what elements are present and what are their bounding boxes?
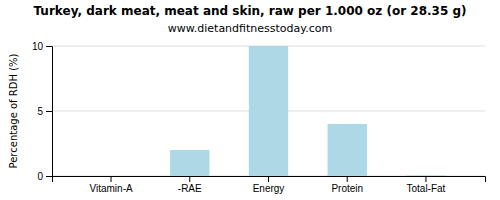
x-tick-mark <box>189 176 190 182</box>
x-tick-mark <box>347 176 348 182</box>
x-tick-mark <box>111 176 112 182</box>
bar <box>406 175 445 176</box>
bars <box>170 46 446 176</box>
x-tick: Vitamin-A <box>89 176 132 194</box>
x-tick-label: Energy <box>253 183 285 194</box>
x-axis-line <box>53 177 486 183</box>
y-tick-label: 10 <box>32 41 44 52</box>
x-tick-label: Protein <box>331 183 363 194</box>
x-tick: Total-Fat <box>407 176 446 194</box>
x-tick-label: Vitamin-A <box>89 183 132 194</box>
x-tick: Energy <box>253 176 285 194</box>
bar <box>328 124 367 176</box>
y-axis-line <box>46 47 53 177</box>
x-axis: Vitamin-A -RAE Energy Protein Total-Fat <box>53 176 486 194</box>
y-tick-mark <box>46 111 52 112</box>
grid <box>52 46 485 176</box>
bar <box>170 150 209 176</box>
bar <box>91 176 130 177</box>
x-tick-mark <box>268 176 269 182</box>
y-axis-title: Percentage of RDH (%) <box>8 53 19 168</box>
subtitle: www.dietandfitnesstoday.com <box>168 22 332 35</box>
y-tick: 10 <box>32 41 52 52</box>
title: Turkey, dark meat, meat and skin, raw pe… <box>34 4 467 18</box>
x-tick-label: -RAE <box>178 183 202 194</box>
x-tick: -RAE <box>178 176 202 194</box>
y-tick-mark <box>46 46 52 47</box>
y-tick: 0 <box>37 171 52 182</box>
plot: Vitamin-A -RAE Energy Protein Total-Fat 0 5 10 <box>32 41 486 194</box>
x-tick: Protein <box>331 176 363 194</box>
y-axis: 0 5 10 <box>32 41 53 182</box>
y-tick-label: 5 <box>37 106 43 117</box>
x-tick-label: Total-Fat <box>407 183 446 194</box>
y-tick-label: 0 <box>37 171 43 182</box>
bar <box>249 46 288 176</box>
y-tick-mark <box>46 176 52 177</box>
chart: Turkey, dark meat, meat and skin, raw pe… <box>0 0 500 200</box>
y-tick: 5 <box>37 106 52 117</box>
x-tick-mark <box>425 176 426 182</box>
